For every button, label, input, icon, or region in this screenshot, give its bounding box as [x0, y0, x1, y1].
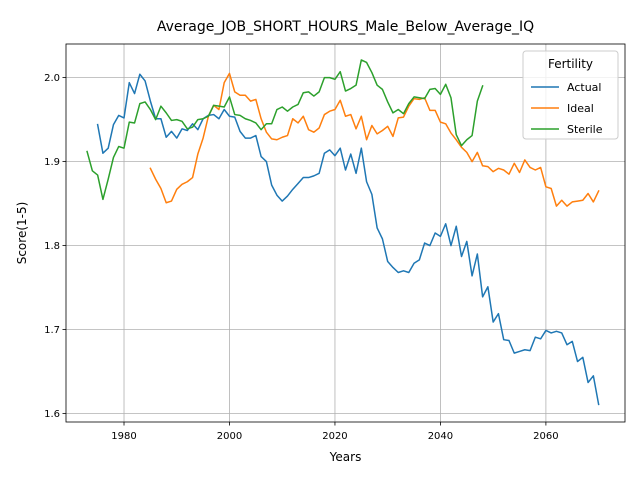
- x-tick-label: 2060: [533, 431, 558, 442]
- legend-title: Fertility: [548, 57, 593, 71]
- x-tick-label: 1980: [111, 431, 136, 442]
- legend-label-actual: Actual: [567, 81, 601, 94]
- x-tick-label: 2020: [322, 431, 347, 442]
- y-tick-label: 1.6: [44, 409, 60, 420]
- x-tick-label: 2000: [217, 431, 242, 442]
- legend-label-ideal: Ideal: [567, 102, 594, 115]
- chart-title: Average_JOB_SHORT_HOURS_Male_Below_Avera…: [157, 19, 534, 35]
- legend-label-sterile: Sterile: [567, 123, 603, 136]
- legend: Fertility Actual Ideal Sterile: [523, 51, 618, 139]
- y-tick-label: 2.0: [44, 73, 60, 84]
- y-axis-label: Score(1-5): [15, 202, 29, 265]
- x-tick-label: 2040: [428, 431, 453, 442]
- y-tick-label: 1.8: [44, 241, 60, 252]
- y-tick-label: 1.7: [44, 325, 60, 336]
- x-axis-label: Years: [329, 450, 362, 464]
- y-tick-label: 1.9: [44, 157, 60, 168]
